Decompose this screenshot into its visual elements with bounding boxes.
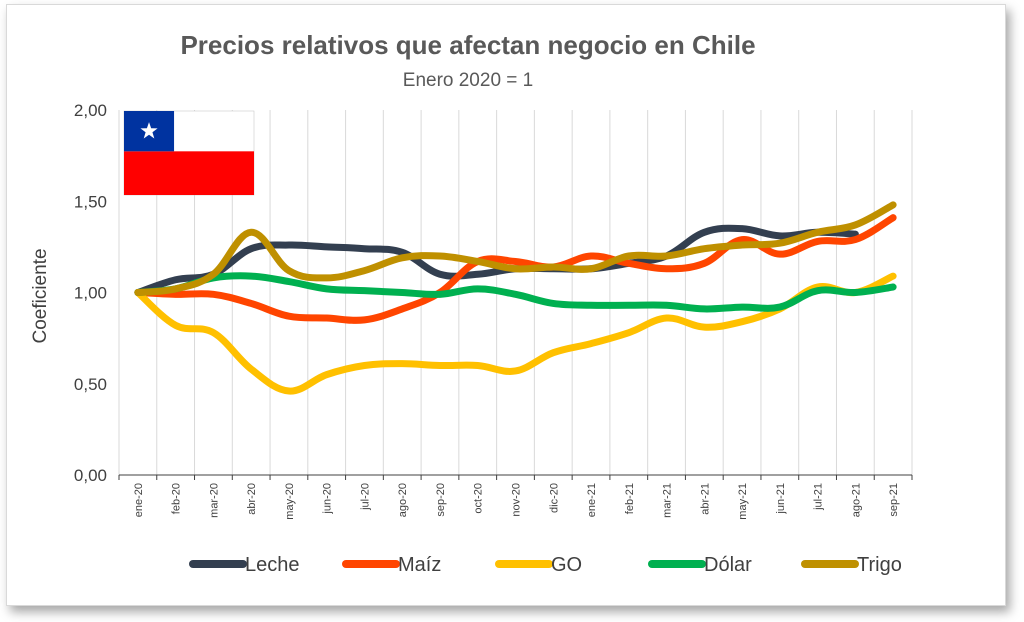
x-tick-label: ene-21 [586, 483, 598, 517]
legend-label: Maíz [398, 554, 441, 576]
legend-label: Dólar [704, 554, 752, 576]
series-line-trigo [134, 201, 897, 296]
x-tick-label: ago-20 [397, 483, 409, 517]
legend-label: Leche [245, 554, 300, 576]
chart-subtitle: Enero 2020 = 1 [403, 70, 533, 91]
x-tick-label: oct-20 [473, 483, 485, 514]
x-tick-label: mar-20 [208, 483, 220, 518]
x-tick-label: nov-20 [511, 483, 523, 517]
chart-title: Precios relativos que afectan negocio en… [180, 30, 755, 60]
series-line-leche [134, 224, 859, 296]
line-chart: Precios relativos que afectan negocio en… [30, 30, 913, 576]
x-tick-label: dic-20 [548, 483, 560, 513]
y-tick-label: 0,00 [74, 466, 107, 485]
star-icon [140, 122, 158, 139]
x-tick-label: jun-20 [322, 483, 334, 515]
x-tick-label: abr-20 [246, 483, 258, 515]
y-tick-label: 2,00 [74, 101, 107, 120]
chart-frame: Precios relativos que afectan negocio en… [6, 4, 1006, 606]
flag-red-band [124, 151, 254, 195]
x-tick-label: sep-20 [435, 483, 447, 517]
legend-label: Trigo [857, 554, 902, 576]
series-lines [134, 201, 897, 395]
x-tick-label: may-21 [737, 483, 749, 520]
x-tick-label: ene-20 [133, 483, 145, 517]
series-line-go [134, 272, 897, 395]
x-tick-label: jul-21 [813, 483, 825, 511]
x-tick-label: jun-21 [775, 483, 787, 515]
x-tick-label: sep-21 [888, 483, 900, 517]
y-tick-label: 1,00 [74, 284, 107, 303]
grid [118, 110, 913, 475]
y-tick-label: 1,50 [74, 192, 107, 211]
axes: 0,00 0,50 1,00 1,50 2,00 ene-20 feb-20 mar-20 ab… [74, 101, 913, 520]
x-tick-label: jul-20 [359, 483, 371, 511]
chile-flag-icon [123, 110, 255, 196]
series-line-maiz [134, 214, 897, 324]
legend-label: GO [551, 554, 582, 576]
x-tick-label: abr-21 [699, 483, 711, 515]
x-tick-label: may-20 [284, 483, 296, 520]
x-tick-label: ago-21 [850, 483, 862, 517]
x-tick-label: feb-21 [624, 483, 636, 514]
y-axis-label: Coeficiente [30, 248, 51, 343]
x-tick-label: feb-20 [171, 483, 183, 514]
series-line-dolar [134, 272, 897, 313]
x-tick-label: mar-21 [662, 483, 674, 518]
y-tick-label: 0,50 [74, 375, 107, 394]
legend: Leche Maíz GO Dólar Trigo [189, 554, 902, 576]
